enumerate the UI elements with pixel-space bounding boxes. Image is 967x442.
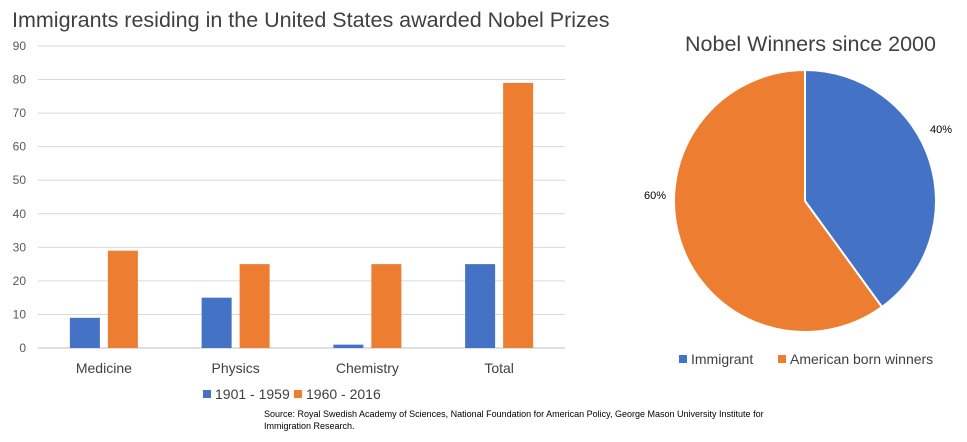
legend-label: 1960 - 2016 xyxy=(306,386,381,402)
x-category-label: Medicine xyxy=(76,360,132,376)
legend-label: 1901 - 1959 xyxy=(215,386,290,402)
bar-chart-y-axis: 0 10 20 30 40 50 60 70 80 90 xyxy=(13,39,27,355)
bar-chart-gridlines xyxy=(38,45,565,349)
y-tick-label: 10 xyxy=(13,307,27,321)
bar-chart-x-axis: Medicine Physics Chemistry Total xyxy=(76,360,514,376)
y-tick-label: 40 xyxy=(13,207,27,221)
bar-total-early xyxy=(465,264,496,348)
legend-label: Immigrant xyxy=(691,351,753,367)
bar-physics-late xyxy=(239,264,270,348)
bar-chemistry-early xyxy=(333,344,364,348)
y-tick-label: 20 xyxy=(13,274,27,288)
pie-slice-american-born-winners xyxy=(673,68,884,333)
legend-label: American born winners xyxy=(790,351,933,367)
legend-swatch xyxy=(203,390,211,398)
bar-chart-legend: 1901 - 1959 1960 - 2016 xyxy=(203,386,381,402)
bar-chart-bars xyxy=(69,82,534,349)
y-tick-label: 0 xyxy=(19,341,26,355)
y-tick-label: 80 xyxy=(13,73,27,87)
x-category-label: Chemistry xyxy=(336,360,399,376)
bar-medicine-late xyxy=(107,250,138,348)
y-tick-label: 90 xyxy=(13,39,27,53)
legend-swatch xyxy=(679,355,687,363)
legend-swatch xyxy=(778,355,786,363)
y-tick-label: 60 xyxy=(13,140,27,154)
x-category-label: Total xyxy=(484,360,514,376)
bar-total-late xyxy=(503,82,534,349)
y-tick-label: 70 xyxy=(13,106,27,120)
pie-chart-title: Nobel Winners since 2000 xyxy=(685,32,936,56)
source-note: Source: Royal Swedish Academy of Science… xyxy=(264,409,764,431)
pie-data-label: 40% xyxy=(930,124,952,136)
bar-chemistry-late xyxy=(371,264,402,348)
bar-chart-title: Immigrants residing in the United States… xyxy=(12,8,610,32)
pie-chart: 40% 60% xyxy=(644,68,952,333)
pie-chart-legend: Immigrant American born winners xyxy=(679,351,933,367)
bar-physics-early xyxy=(201,297,232,348)
y-tick-label: 50 xyxy=(13,173,27,187)
legend-swatch xyxy=(294,390,302,398)
bar-medicine-early xyxy=(69,317,100,348)
pie-slice-immigrant xyxy=(804,68,937,309)
x-category-label: Physics xyxy=(212,360,260,376)
pie-data-label: 60% xyxy=(644,190,666,202)
y-tick-label: 30 xyxy=(13,240,27,254)
